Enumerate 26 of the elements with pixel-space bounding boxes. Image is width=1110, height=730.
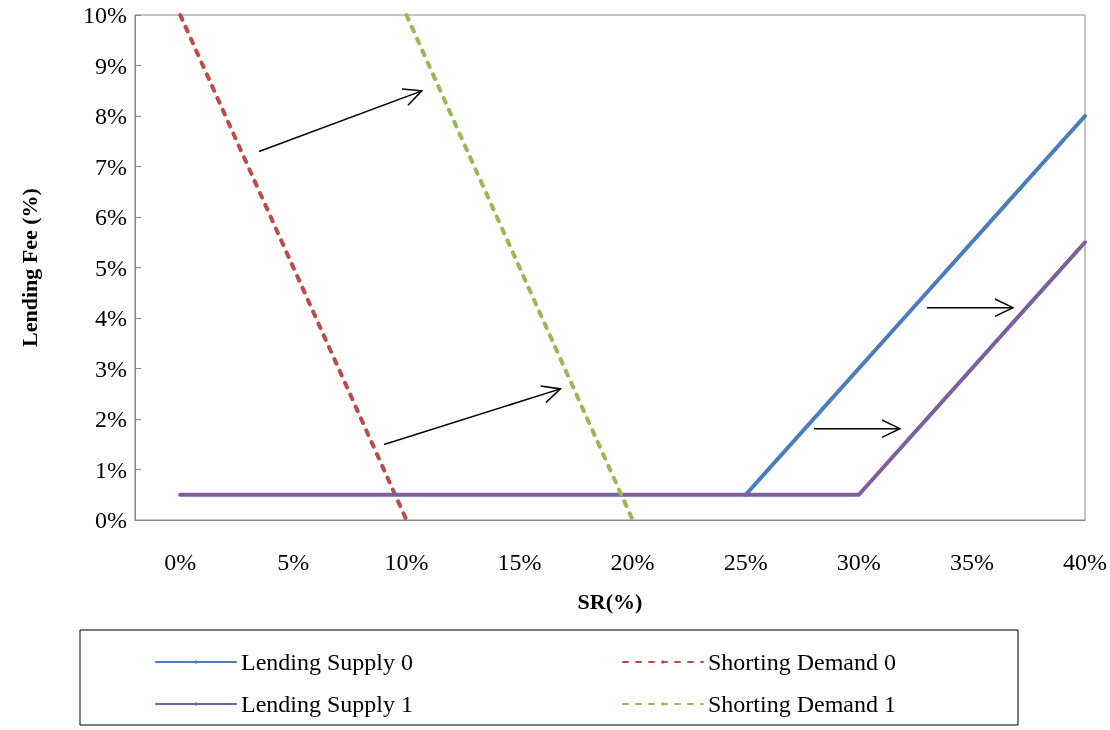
y-tick-label: 1% bbox=[95, 456, 127, 483]
x-axis-title: SR(%) bbox=[577, 588, 643, 614]
y-tick-label: 5% bbox=[95, 254, 127, 281]
x-tick-label: 25% bbox=[723, 549, 768, 575]
legend-label: Shorting Demand 1 bbox=[708, 691, 896, 717]
legend-label: Lending Supply 0 bbox=[241, 649, 413, 675]
y-tick-label: 9% bbox=[95, 52, 127, 79]
x-tick-label: 35% bbox=[949, 549, 994, 575]
y-tick-label: 10% bbox=[83, 2, 127, 28]
y-tick-label: 4% bbox=[95, 305, 127, 331]
y-tick-label: 7% bbox=[95, 153, 127, 180]
y-tick-label: 3% bbox=[95, 355, 127, 382]
y-tick-label: 0% bbox=[95, 507, 127, 533]
x-tick-label: 10% bbox=[384, 549, 429, 575]
x-tick-label: 0% bbox=[164, 549, 197, 575]
x-tick-label: 15% bbox=[497, 549, 542, 575]
legend-label: Lending Supply 1 bbox=[241, 691, 413, 717]
x-tick-label: 40% bbox=[1063, 549, 1107, 575]
y-tick-label: 8% bbox=[95, 103, 127, 129]
y-tick-label: 6% bbox=[95, 204, 127, 230]
x-tick-label: 20% bbox=[610, 549, 655, 575]
legend-label: Shorting Demand 0 bbox=[708, 649, 896, 675]
y-tick-label: 2% bbox=[95, 406, 127, 432]
y-axis-title: Lending Fee (%) bbox=[16, 188, 42, 347]
x-tick-label: 30% bbox=[836, 549, 881, 575]
x-tick-label: 5% bbox=[277, 549, 310, 575]
